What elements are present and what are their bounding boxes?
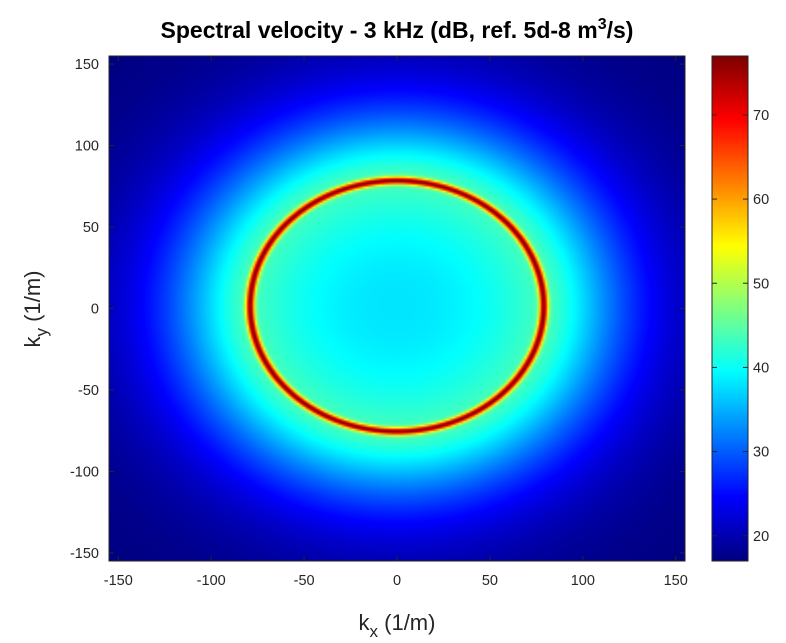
x-label-unit: (1/m) [378,610,435,635]
x-axis-label: kx (1/m) [359,610,436,641]
colorbar-tick-label: 50 [753,276,769,292]
x-tick-label: -150 [104,573,133,589]
title-suffix: /s) [607,17,634,43]
x-label-sub: x [370,622,379,641]
colorbar-gradient [712,56,748,561]
chart-title: Spectral velocity - 3 kHz (dB, ref. 5d-8… [161,16,634,43]
x-axis: -150 -100 -50 0 50 100 150 [104,56,688,589]
x-tick-label: -50 [294,573,315,589]
colorbar-tick-label: 40 [753,360,769,376]
heatmap-image [109,56,685,561]
y-tick-label: -50 [78,383,99,399]
colorbar-ticks: 20 30 40 50 60 70 [712,108,769,545]
x-tick-label: 0 [393,573,401,589]
colorbar-tick-label: 60 [753,192,769,208]
y-label-unit: (1/m) [20,271,45,328]
colorbar-tick-label: 70 [753,108,769,124]
colorbar: 20 30 40 50 60 70 [711,55,769,562]
y-tick-label: -100 [70,464,99,480]
y-tick-label: 0 [91,302,99,318]
y-axis-label: ky (1/m) [20,271,51,348]
title-main: Spectral velocity - 3 kHz (dB, ref. 5d-8… [161,17,598,43]
x-tick-label: 50 [482,573,498,589]
y-tick-label: 50 [83,220,99,236]
colorbar-tick-label: 20 [753,529,769,545]
x-tick-label: 150 [664,573,688,589]
title-superscript: 3 [598,16,607,33]
plot-area [108,55,686,562]
colorbar-tick-label: 30 [753,445,769,461]
y-label-main: k [20,335,45,347]
x-tick-label: -100 [197,573,226,589]
x-tick-label: 100 [571,573,595,589]
y-tick-label: 100 [75,139,99,155]
y-tick-label: -150 [70,546,99,562]
colorbar-frame [711,55,749,562]
y-label-sub: y [32,327,51,336]
y-tick-label: 150 [75,57,99,73]
x-label-main: k [359,610,371,635]
y-axis: 150 100 50 0 -50 -100 -150 [70,57,685,562]
